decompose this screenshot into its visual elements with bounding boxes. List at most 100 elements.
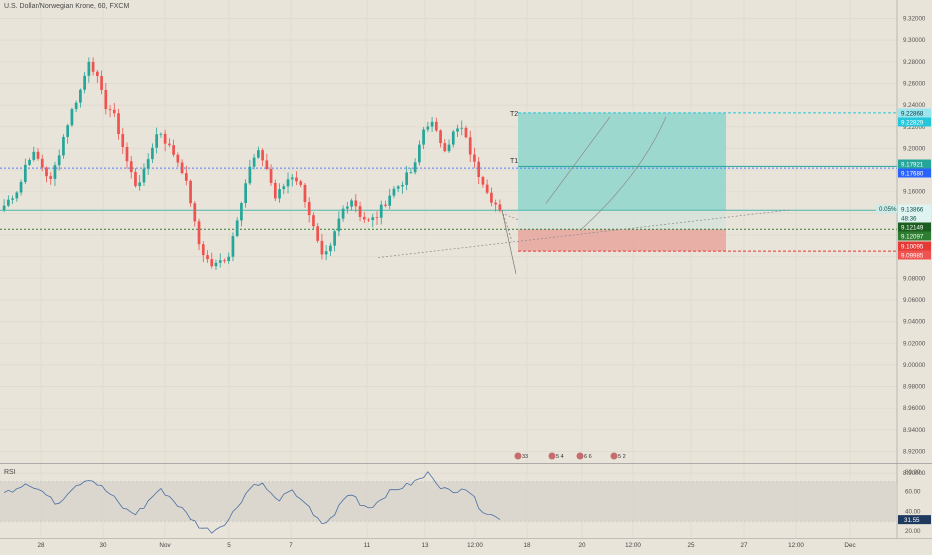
candle-body bbox=[451, 131, 455, 145]
candle-body bbox=[129, 161, 133, 173]
candle-body bbox=[324, 251, 328, 255]
candle-body bbox=[307, 202, 311, 216]
candle-body bbox=[163, 133, 167, 144]
projection-down-dashed bbox=[501, 210, 513, 242]
candle-body bbox=[168, 143, 171, 146]
x-tick-label: 12:00 bbox=[788, 542, 804, 549]
candle-body bbox=[23, 164, 27, 182]
rsi-tick-label: 60.00 bbox=[905, 489, 921, 496]
candle-body bbox=[227, 256, 231, 262]
price-tag-countdown: 48:36 bbox=[901, 216, 917, 223]
event-marker: 6 6 bbox=[584, 454, 592, 460]
y-tick-label: 9.02000 bbox=[903, 340, 926, 347]
candle-body bbox=[388, 195, 392, 206]
price-tag-stop-a-bg bbox=[898, 241, 931, 251]
candle-body bbox=[104, 89, 108, 110]
event-marker: 33 bbox=[522, 454, 528, 460]
stop-zone bbox=[518, 229, 726, 252]
candle-body bbox=[36, 151, 40, 159]
candle-body bbox=[477, 161, 481, 177]
candle-body bbox=[235, 220, 239, 237]
price-tag-t2-a: 9.22868 bbox=[901, 111, 924, 118]
candle-body bbox=[434, 121, 438, 131]
candle-body bbox=[62, 136, 65, 156]
candle-body bbox=[70, 109, 74, 126]
candle-body bbox=[252, 157, 256, 167]
candle-body bbox=[223, 260, 226, 262]
candle-body bbox=[210, 259, 214, 267]
candle-body bbox=[146, 159, 150, 169]
x-tick-label: 28 bbox=[37, 542, 45, 549]
candle-body bbox=[290, 177, 294, 180]
candle-body bbox=[189, 180, 192, 204]
candle-body bbox=[7, 199, 10, 206]
candle-body bbox=[197, 221, 201, 245]
rsi-title: RSI bbox=[4, 469, 16, 476]
candle-body bbox=[286, 179, 290, 187]
candle-body bbox=[248, 166, 252, 184]
rsi-tick-label: 20.00 bbox=[905, 528, 921, 535]
candle-body bbox=[405, 172, 409, 185]
x-tick-label: Dec bbox=[844, 542, 855, 549]
candle-body bbox=[396, 186, 400, 189]
candle-body bbox=[341, 208, 345, 219]
candle-body bbox=[231, 236, 235, 257]
price-tag-current-bg bbox=[898, 204, 931, 214]
projection-up-2 bbox=[579, 116, 667, 231]
candle-body bbox=[329, 245, 332, 252]
price-tag-stop-b: 9.09985 bbox=[901, 253, 924, 260]
candle-body bbox=[32, 151, 36, 160]
candle-body bbox=[426, 126, 430, 130]
x-tick-label: 11 bbox=[364, 542, 371, 549]
tag-t2: T2 bbox=[510, 111, 518, 118]
candle-body bbox=[108, 109, 112, 110]
candle-body bbox=[134, 172, 137, 187]
candle-body bbox=[117, 113, 120, 135]
projection-down bbox=[501, 210, 517, 274]
price-tag-t1-b-bg bbox=[898, 168, 931, 178]
y-tick-label: 9.04000 bbox=[903, 319, 926, 326]
candle-body bbox=[79, 89, 82, 103]
candle-body bbox=[362, 216, 366, 220]
candle-body bbox=[74, 102, 78, 110]
candle-body bbox=[422, 129, 425, 145]
event-marker: 5 4 bbox=[556, 454, 564, 460]
candle-body bbox=[295, 177, 298, 182]
y-tick-label: 8.94000 bbox=[903, 427, 926, 434]
candle-body bbox=[379, 204, 383, 218]
price-tag-t1-a: 9.17921 bbox=[901, 162, 924, 169]
x-tick-label: 30 bbox=[99, 542, 107, 549]
candle-body bbox=[273, 182, 277, 199]
y-tick-label: 8.96000 bbox=[903, 405, 926, 412]
candle-body bbox=[430, 121, 434, 127]
y-tick-label: 8.90000 bbox=[903, 470, 926, 477]
candle-body bbox=[28, 159, 31, 165]
candle-body bbox=[172, 145, 175, 155]
candle-body bbox=[40, 158, 44, 168]
event-marker: 5 2 bbox=[618, 454, 626, 460]
price-tag-stop-b-bg bbox=[898, 250, 931, 260]
x-tick-label: 27 bbox=[740, 542, 748, 549]
candle-body bbox=[142, 168, 146, 183]
candle-body bbox=[443, 143, 447, 152]
candle-body bbox=[121, 134, 125, 148]
candle-body bbox=[100, 76, 103, 90]
y-tick-label: 9.32000 bbox=[903, 16, 926, 23]
candle-body bbox=[473, 154, 476, 162]
price-tag-support-a: 9.12149 bbox=[901, 225, 924, 232]
candle-body bbox=[358, 206, 362, 217]
candle-body bbox=[384, 204, 387, 206]
candle-body bbox=[468, 137, 472, 155]
candle-body bbox=[206, 255, 209, 260]
price-tag-t2-b-bg bbox=[898, 117, 931, 127]
candle-body bbox=[125, 147, 129, 162]
x-tick-label: Nov bbox=[159, 542, 171, 549]
price-tag-stop-a: 9.10095 bbox=[901, 244, 924, 251]
y-tick-label: 9.20000 bbox=[903, 145, 926, 152]
candle-body bbox=[460, 127, 464, 129]
y-tick-label: 9.30000 bbox=[903, 37, 926, 44]
event-flag-icon bbox=[576, 452, 584, 460]
candle-body bbox=[53, 165, 57, 179]
